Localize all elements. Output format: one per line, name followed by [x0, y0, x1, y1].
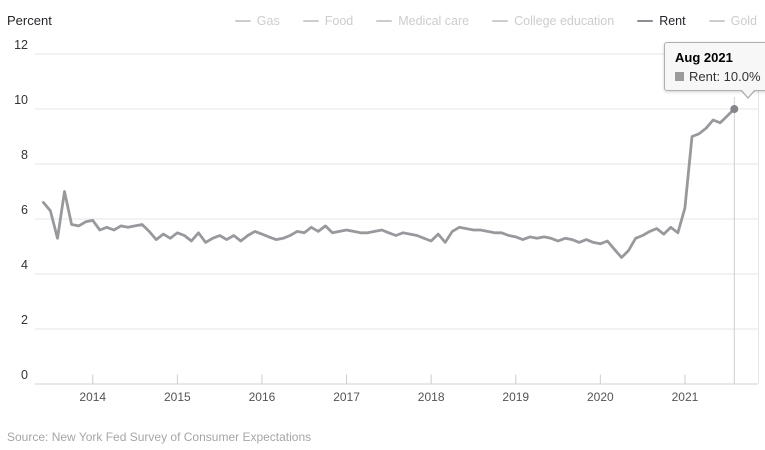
y-axis-tick-label: 6 — [21, 203, 28, 217]
end-point-marker — [730, 105, 739, 113]
y-axis-tick-label: 4 — [21, 258, 28, 272]
rent-series-line — [42, 107, 736, 259]
legend-item-medical-care[interactable]: Medical care — [376, 14, 469, 28]
legend-item-rent[interactable]: Rent — [637, 14, 686, 28]
legend-dash-icon — [376, 19, 393, 23]
x-axis-tick-label: 2021 — [672, 390, 699, 404]
legend-dash-icon — [492, 19, 509, 23]
legend-item-food[interactable]: Food — [302, 14, 354, 28]
tooltip: Aug 2021 Rent: 10.0% — [664, 42, 765, 99]
legend-item-label: Medical care — [398, 14, 470, 28]
legend-dash-icon — [708, 19, 725, 23]
x-axis-tick-label: 2014 — [79, 390, 106, 404]
tooltip-date: Aug 2021 — [675, 50, 733, 65]
legend-dash-icon — [234, 19, 251, 23]
y-axis-title: Percent — [7, 13, 52, 28]
legend-item-label: Gas — [256, 14, 280, 28]
legend-item-label: Rent — [659, 14, 686, 28]
y-axis-tick-label: 0 — [21, 368, 28, 382]
y-axis-tick-label: 8 — [21, 148, 28, 162]
legend-item-label: Food — [324, 14, 354, 28]
legend: Gas Food Medical care College education … — [234, 14, 757, 28]
legend-item-label: College education — [514, 14, 615, 28]
y-axis-tick-label: 2 — [21, 313, 28, 327]
x-axis-tick-label: 2017 — [333, 390, 360, 404]
source-note: Source: New York Fed Survey of Consumer … — [7, 430, 312, 444]
x-axis-tick-label: 2019 — [502, 390, 529, 404]
y-axis-tick-label: 12 — [14, 38, 28, 52]
series-marker-icon — [675, 72, 684, 81]
tooltip-pointer-fill — [740, 89, 755, 97]
x-axis-tick-label: 2020 — [587, 390, 614, 404]
y-axis-tick-label: 10 — [14, 93, 28, 107]
legend-item-college-education[interactable]: College education — [492, 14, 614, 28]
legend-item-label: Gold — [730, 14, 757, 28]
x-axis-tick-label: 2015 — [164, 390, 191, 404]
legend-dash-icon — [637, 19, 654, 23]
legend-item-gold[interactable]: Gold — [708, 14, 757, 28]
legend-dash-icon — [302, 19, 319, 23]
x-axis-tick-label: 2016 — [249, 390, 276, 404]
legend-item-gas[interactable]: Gas — [234, 14, 280, 28]
x-axis-tick-label: 2018 — [418, 390, 445, 404]
tooltip-value: Rent: 10.0% — [689, 69, 761, 84]
